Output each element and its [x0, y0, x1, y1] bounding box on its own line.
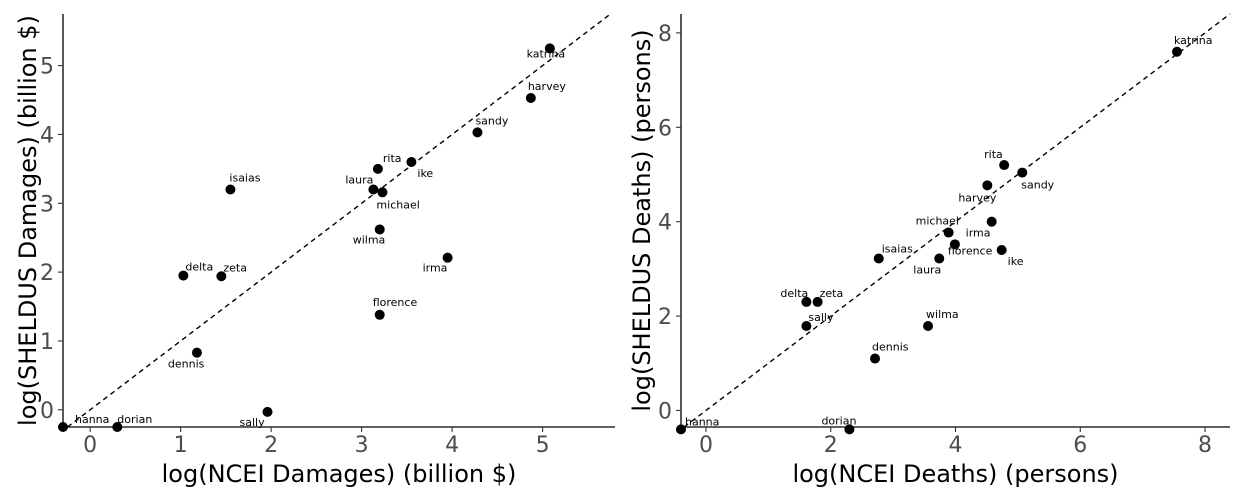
x-tick-label: 4 [949, 433, 963, 458]
point-label-irma: irma [966, 227, 991, 240]
damages-y-axis-title: log(SHELDUS Damages) (billion $) [14, 15, 42, 426]
point-isaias [225, 184, 236, 195]
point-irma [986, 216, 997, 227]
x-tick-label: 5 [536, 433, 550, 458]
y-tick-label: 6 [658, 116, 672, 141]
point-florence [949, 239, 960, 250]
point-label-sally: sally [808, 311, 834, 324]
point-michael [377, 187, 388, 198]
point-sandy [1017, 167, 1028, 178]
point-label-rita: rita [984, 148, 1003, 161]
point-label-laura: laura [345, 174, 373, 187]
point-label-sandy: sandy [475, 114, 508, 127]
point-sandy [472, 127, 483, 138]
point-label-sally: sally [240, 416, 266, 429]
point-harvey [525, 92, 536, 103]
x-tick-label: 1 [174, 433, 188, 458]
point-zeta [216, 271, 227, 282]
point-label-dennis: dennis [168, 358, 205, 371]
point-label-dorian: dorian [117, 413, 152, 426]
point-label-zeta: zeta [223, 261, 247, 274]
point-label-dennis: dennis [872, 341, 909, 354]
point-label-harvey: harvey [958, 191, 997, 204]
point-irma [442, 252, 453, 263]
point-label-delta: delta [185, 261, 213, 274]
x-tick-label: 2 [264, 433, 278, 458]
point-rita [999, 160, 1010, 171]
x-tick-label: 6 [1073, 433, 1087, 458]
point-laura [368, 184, 379, 195]
point-dorian [844, 424, 855, 435]
point-label-ike: ike [1008, 255, 1024, 268]
point-florence [374, 309, 385, 320]
x-tick-label: 0 [83, 433, 97, 458]
deaths-y-axis-title: log(SHELDUS Deaths) (persons) [628, 29, 656, 411]
point-label-katrina: katrina [527, 47, 566, 60]
point-isaias [873, 253, 884, 264]
y-tick-label: 1 [40, 330, 54, 355]
damages-identity-line [67, 13, 611, 428]
point-sally [801, 320, 812, 331]
damages-x-axis-title: log(NCEI Damages) (billion $) [162, 460, 517, 488]
point-label-delta: delta [780, 287, 808, 300]
point-laura [934, 253, 945, 264]
point-label-dorian: dorian [821, 414, 856, 427]
point-delta [801, 296, 812, 307]
point-label-rita: rita [383, 152, 402, 165]
y-tick-label: 4 [658, 211, 672, 236]
point-rita [372, 163, 383, 174]
point-hanna [58, 422, 68, 432]
y-tick-label: 3 [40, 192, 54, 217]
point-wilma [374, 224, 385, 235]
point-label-hanna: hanna [685, 415, 719, 428]
deaths-identity-line [683, 13, 1231, 428]
damages-scatter-panel: 0 1 2 3 4 5 0 1 2 3 4 5 log(NCEI Damages) (billion $… [14, 13, 615, 488]
y-tick-label: 2 [40, 261, 54, 286]
point-label-harvey: harvey [528, 80, 567, 93]
point-sally [262, 406, 273, 417]
x-tick-label: 4 [445, 433, 459, 458]
y-tick-label: 4 [40, 123, 54, 148]
point-ike [406, 156, 417, 167]
point-label-michael: michael [376, 198, 419, 211]
x-tick-label: 0 [699, 433, 713, 458]
point-delta [178, 270, 189, 281]
x-tick-label: 2 [824, 433, 838, 458]
point-michael [943, 227, 954, 238]
point-label-michael: michael [916, 215, 959, 228]
point-dorian [112, 422, 123, 432]
point-label-hanna: hanna [75, 413, 109, 426]
point-label-florence: florence [373, 296, 418, 309]
point-label-wilma: wilma [353, 233, 386, 246]
point-zeta [812, 296, 823, 307]
point-label-isaias: isaias [229, 172, 260, 185]
point-label-isaias: isaias [882, 242, 913, 255]
y-tick-label: 2 [658, 305, 672, 330]
point-label-florence: florence [948, 244, 993, 257]
y-tick-label: 0 [658, 399, 672, 424]
y-tick-label: 0 [40, 399, 54, 424]
point-dennis [870, 353, 881, 364]
point-label-irma: irma [423, 262, 448, 275]
point-label-sandy: sandy [1021, 179, 1054, 192]
point-label-zeta: zeta [820, 287, 844, 300]
deaths-scatter-panel: 0 2 4 6 8 0 2 4 6 8 log(NCEI Deaths) (persons) log(… [628, 13, 1231, 488]
deaths-x-axis-title: log(NCEI Deaths) (persons) [792, 460, 1118, 488]
point-label-laura: laura [913, 263, 941, 276]
point-harvey [982, 180, 993, 191]
point-wilma [923, 320, 934, 331]
point-label-wilma: wilma [926, 308, 959, 321]
point-katrina [1171, 46, 1182, 57]
y-tick-label: 5 [40, 55, 54, 80]
x-tick-label: 8 [1198, 433, 1212, 458]
x-tick-label: 3 [355, 433, 369, 458]
point-label-ike: ike [417, 167, 433, 180]
point-hanna [676, 424, 686, 435]
y-tick-label: 8 [658, 22, 672, 47]
point-katrina [544, 43, 555, 54]
point-label-katrina: katrina [1174, 34, 1213, 47]
point-ike [996, 245, 1007, 255]
point-dennis [191, 347, 202, 358]
